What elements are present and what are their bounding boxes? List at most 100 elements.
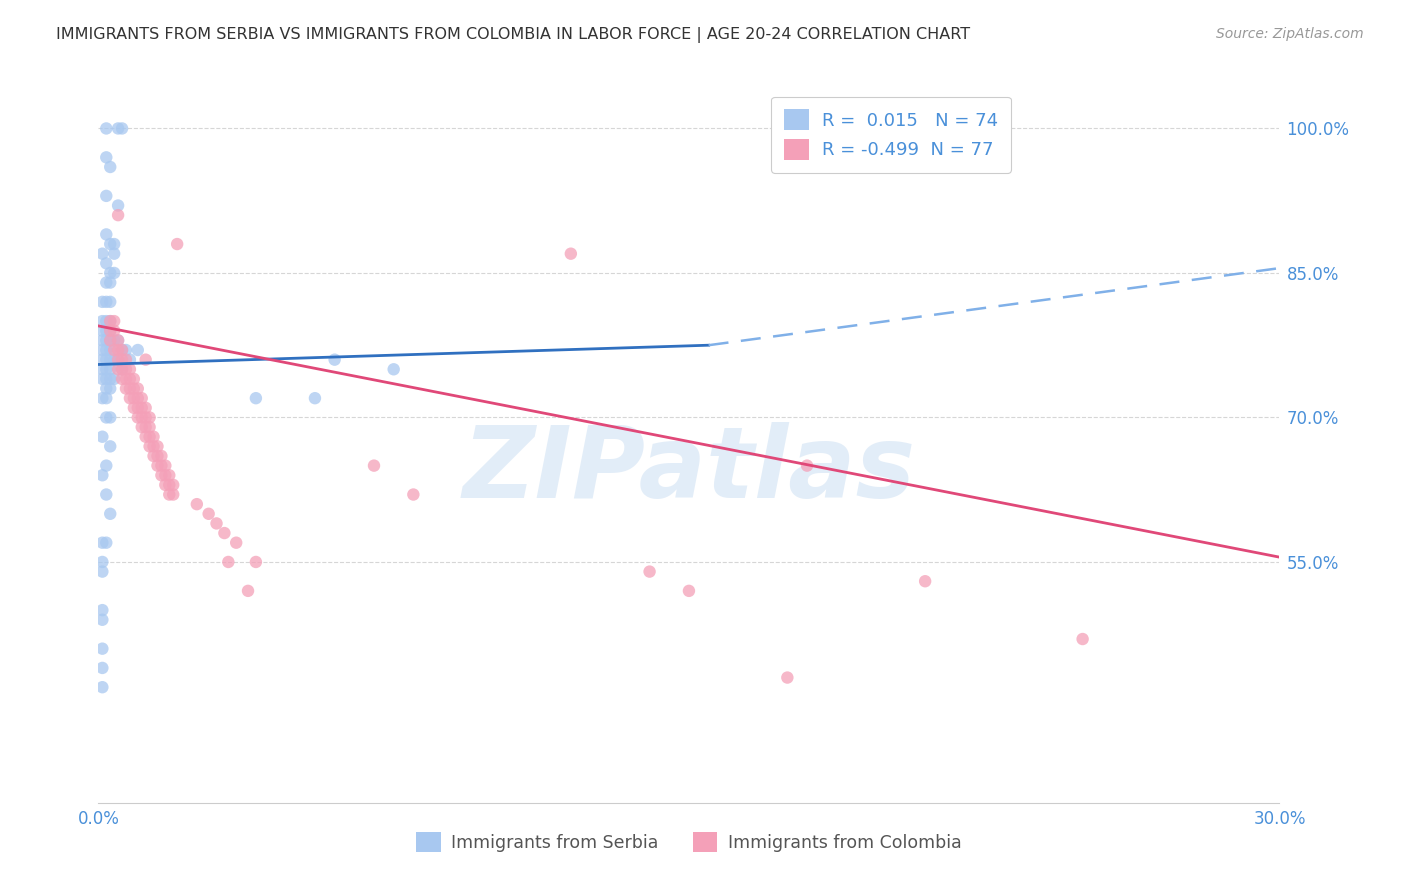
Point xyxy=(98,324,121,338)
Text: Source: ZipAtlas.com: Source: ZipAtlas.com xyxy=(1216,27,1364,41)
Point xyxy=(103,314,125,328)
Point xyxy=(382,362,405,376)
Text: IMMIGRANTS FROM SERBIA VS IMMIGRANTS FROM COLOMBIA IN LABOR FORCE | AGE 20-24 CO: IMMIGRANTS FROM SERBIA VS IMMIGRANTS FRO… xyxy=(56,27,970,43)
Point xyxy=(96,189,118,203)
Point xyxy=(107,334,129,348)
Point xyxy=(127,343,149,357)
Point xyxy=(166,237,188,252)
Point xyxy=(96,150,118,164)
Point xyxy=(98,343,121,357)
Point xyxy=(146,449,169,463)
Point xyxy=(162,478,184,492)
Point xyxy=(402,487,425,501)
Point xyxy=(103,343,125,357)
Point xyxy=(127,391,149,405)
Point xyxy=(96,324,118,338)
Point xyxy=(155,478,177,492)
Point xyxy=(96,343,118,357)
Point xyxy=(118,391,141,405)
Point xyxy=(138,439,160,453)
Point xyxy=(98,324,121,338)
Point xyxy=(115,343,138,357)
Point xyxy=(111,362,134,376)
Point xyxy=(96,276,118,290)
Point xyxy=(135,401,157,415)
Point xyxy=(217,555,239,569)
Point xyxy=(142,439,165,453)
Point xyxy=(107,343,129,357)
Point xyxy=(115,372,138,386)
Point xyxy=(914,574,936,589)
Point xyxy=(91,362,114,376)
Point xyxy=(115,352,138,367)
Point xyxy=(186,497,208,511)
Point xyxy=(91,343,114,357)
Point xyxy=(91,661,114,675)
Legend: Immigrants from Serbia, Immigrants from Colombia: Immigrants from Serbia, Immigrants from … xyxy=(409,825,969,859)
Point xyxy=(98,334,121,348)
Point xyxy=(103,352,125,367)
Point xyxy=(91,294,114,309)
Point xyxy=(107,208,129,222)
Point xyxy=(138,430,160,444)
Point xyxy=(150,468,173,483)
Point xyxy=(96,362,118,376)
Point xyxy=(107,352,129,367)
Point xyxy=(96,391,118,405)
Point xyxy=(127,410,149,425)
Point xyxy=(96,314,118,328)
Point xyxy=(127,382,149,396)
Point xyxy=(115,382,138,396)
Point xyxy=(107,198,129,212)
Point xyxy=(162,487,184,501)
Point xyxy=(122,372,145,386)
Text: ZIPatlas: ZIPatlas xyxy=(463,422,915,519)
Point xyxy=(103,246,125,260)
Point xyxy=(98,314,121,328)
Point xyxy=(91,430,114,444)
Point xyxy=(796,458,818,473)
Point xyxy=(142,430,165,444)
Point xyxy=(115,362,138,376)
Point xyxy=(98,362,121,376)
Point xyxy=(678,583,700,598)
Point xyxy=(98,266,121,280)
Point xyxy=(103,372,125,386)
Point xyxy=(91,334,114,348)
Point xyxy=(91,246,114,260)
Point xyxy=(560,246,582,260)
Point xyxy=(96,227,118,242)
Point xyxy=(118,352,141,367)
Point xyxy=(98,507,121,521)
Point xyxy=(205,516,228,531)
Point xyxy=(103,237,125,252)
Point xyxy=(91,372,114,386)
Point xyxy=(96,535,118,549)
Point xyxy=(91,641,114,656)
Point xyxy=(111,362,134,376)
Point xyxy=(214,526,236,541)
Point xyxy=(131,401,153,415)
Point xyxy=(776,671,799,685)
Point xyxy=(127,401,149,415)
Point xyxy=(150,458,173,473)
Point xyxy=(91,555,114,569)
Point xyxy=(98,294,121,309)
Point xyxy=(96,382,118,396)
Point xyxy=(118,362,141,376)
Point xyxy=(107,352,129,367)
Point xyxy=(107,334,129,348)
Point xyxy=(155,468,177,483)
Point xyxy=(157,487,180,501)
Point xyxy=(96,121,118,136)
Point xyxy=(138,410,160,425)
Point xyxy=(157,468,180,483)
Point xyxy=(98,352,121,367)
Point xyxy=(142,449,165,463)
Point xyxy=(304,391,326,405)
Point xyxy=(91,391,114,405)
Point xyxy=(98,410,121,425)
Point xyxy=(96,372,118,386)
Point xyxy=(103,324,125,338)
Point xyxy=(638,565,661,579)
